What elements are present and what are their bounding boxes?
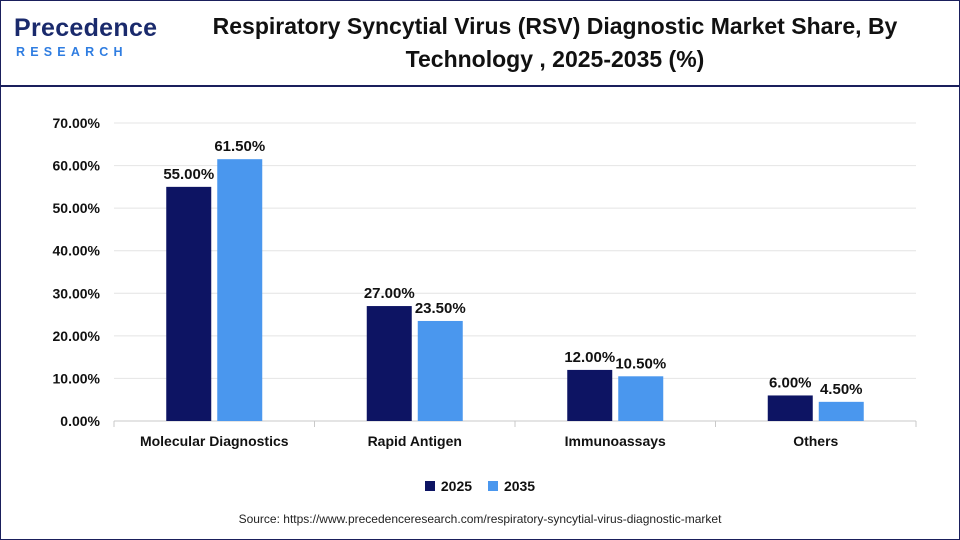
legend-item-2035: 2035 bbox=[487, 478, 536, 494]
data-label-2035: 23.50% bbox=[415, 300, 466, 317]
bar-2025 bbox=[366, 306, 412, 421]
y-tick-label: 40.00% bbox=[53, 243, 101, 259]
y-tick-label: 50.00% bbox=[53, 200, 101, 216]
x-tick-label: Rapid Antigen bbox=[368, 433, 462, 449]
legend-label-2035: 2035 bbox=[503, 478, 536, 494]
header-divider bbox=[0, 85, 960, 87]
data-label-2035: 10.50% bbox=[615, 355, 666, 372]
bar-2035 bbox=[818, 401, 864, 421]
y-tick-label: 60.00% bbox=[53, 158, 101, 174]
y-tick-label: 30.00% bbox=[53, 285, 101, 301]
y-tick-label: 70.00% bbox=[53, 115, 101, 131]
data-label-2025: 55.00% bbox=[163, 166, 214, 183]
data-label-2025: 27.00% bbox=[364, 285, 415, 302]
y-tick-label: 20.00% bbox=[53, 328, 101, 344]
bar-2035 bbox=[417, 320, 463, 421]
source-note: Source: https://www.precedenceresearch.c… bbox=[238, 512, 722, 526]
y-tick-label: 0.00% bbox=[60, 413, 100, 429]
legend-swatch-2035 bbox=[487, 481, 498, 491]
legend-item-2025: 2025 bbox=[424, 478, 473, 494]
data-label-2035: 4.50% bbox=[820, 381, 863, 398]
bar-2025 bbox=[166, 186, 212, 421]
bar-2025 bbox=[767, 395, 813, 421]
y-tick-label: 10.00% bbox=[53, 370, 101, 386]
data-label-2025: 6.00% bbox=[769, 374, 812, 391]
chart-title: Respiratory Syncytial Virus (RSV) Diagno… bbox=[212, 13, 898, 72]
x-tick-label: Molecular Diagnostics bbox=[140, 433, 289, 449]
chart-legend: 2025 2035 bbox=[0, 478, 960, 494]
bar-2025 bbox=[567, 369, 613, 421]
logo-subtitle: RESEARCH bbox=[16, 45, 128, 59]
logo-wordmark: Precedence bbox=[14, 14, 158, 42]
bar-2035 bbox=[618, 376, 664, 421]
precedence-research-logo: Precedence RESEARCH bbox=[14, 14, 164, 66]
bar-2035 bbox=[217, 159, 263, 421]
legend-swatch-2025 bbox=[424, 481, 435, 491]
data-label-2035: 61.50% bbox=[214, 138, 265, 155]
x-tick-label: Immunoassays bbox=[565, 433, 666, 449]
legend-label-2025: 2025 bbox=[440, 478, 473, 494]
data-label-2025: 12.00% bbox=[564, 349, 615, 366]
x-tick-label: Others bbox=[793, 433, 838, 449]
